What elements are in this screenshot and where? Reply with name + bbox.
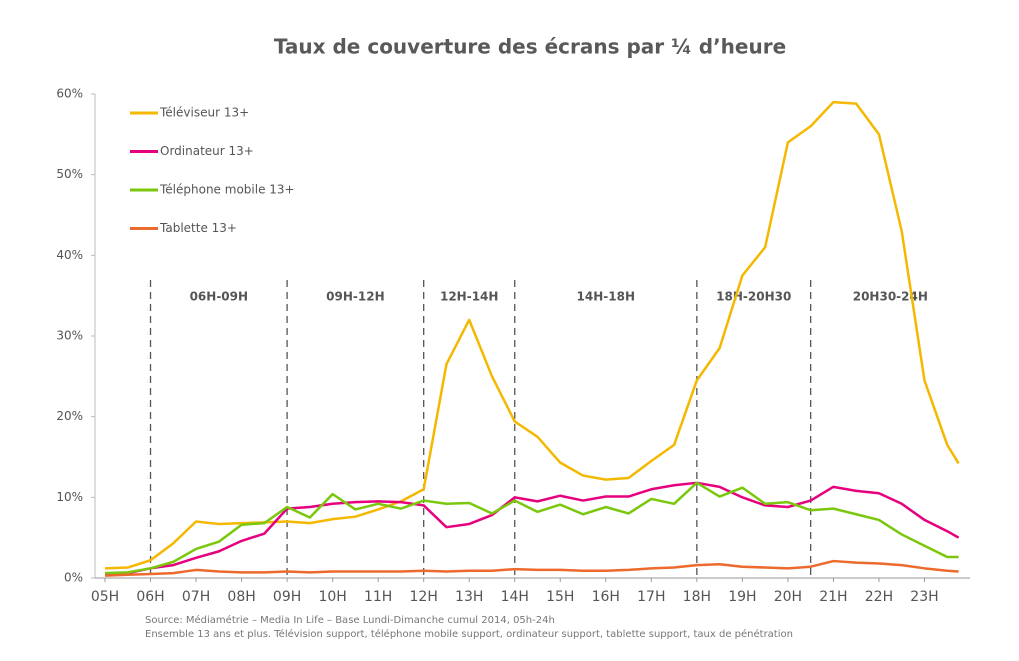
y-tick-label: 60%	[56, 87, 83, 101]
x-tick-label: 23H	[910, 589, 938, 605]
x-tick-label: 05H	[91, 589, 119, 605]
x-tick-label: 12H	[410, 589, 438, 605]
legend-label: Téléviseur 13+	[159, 106, 249, 120]
series-line	[104, 559, 959, 577]
x-tick-label: 09H	[273, 589, 301, 605]
x-tick-label: 22H	[865, 589, 893, 605]
x-tick-label: 20H	[774, 589, 802, 605]
series-line	[104, 481, 960, 577]
source-line: Ensemble 13 ans et plus. Télévision supp…	[145, 628, 793, 640]
y-tick-label: 30%	[56, 329, 83, 343]
legend-label: Téléphone mobile 13+	[159, 183, 295, 197]
y-tick-label: 10%	[56, 490, 83, 504]
x-tick-label: 08H	[227, 589, 255, 605]
series-line	[104, 481, 959, 575]
x-tick-label: 21H	[819, 589, 847, 605]
period-label: 09H-12H	[326, 290, 384, 304]
chart-title: Taux de couverture des écrans par ¼ d’he…	[274, 35, 786, 59]
y-tick-label: 40%	[56, 248, 83, 262]
x-tick-label: 11H	[364, 589, 392, 605]
x-tick-label: 18H	[683, 589, 711, 605]
x-tick-label: 15H	[546, 589, 574, 605]
series-line	[104, 100, 960, 570]
period-label: 06H-09H	[190, 290, 248, 304]
period-label: 20H30-24H	[853, 290, 928, 304]
x-tick-label: 14H	[501, 589, 529, 605]
x-tick-label: 13H	[455, 589, 483, 605]
legend-label: Ordinateur 13+	[160, 144, 254, 158]
x-tick-label: 17H	[637, 589, 665, 605]
x-tick-label: 10H	[318, 589, 346, 605]
y-tick-label: 0%	[64, 571, 83, 585]
period-label: 18H-20H30	[716, 290, 791, 304]
period-label: 12H-14H	[440, 290, 498, 304]
x-tick-label: 07H	[182, 589, 210, 605]
period-label: 14H-18H	[577, 290, 635, 304]
source-line: Source: Médiamétrie – Media In Life – Ba…	[145, 614, 555, 626]
x-tick-label: 19H	[728, 589, 756, 605]
y-tick-label: 20%	[56, 409, 83, 423]
x-tick-label: 16H	[592, 589, 620, 605]
legend-label: Tablette 13+	[159, 221, 237, 235]
y-tick-label: 50%	[56, 167, 83, 181]
x-tick-label: 06H	[136, 589, 164, 605]
